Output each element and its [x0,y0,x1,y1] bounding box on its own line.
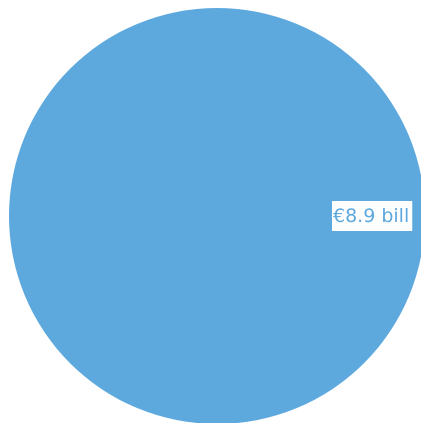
pie-data-labels: €8.9 bill [332,201,413,231]
pie-slice [9,8,421,423]
pie-data-label: €8.9 bill [332,201,413,231]
pie-slices [9,8,421,423]
pie-data-label-background [332,201,413,231]
pie-data-label-text: €8.9 bill [333,205,409,227]
